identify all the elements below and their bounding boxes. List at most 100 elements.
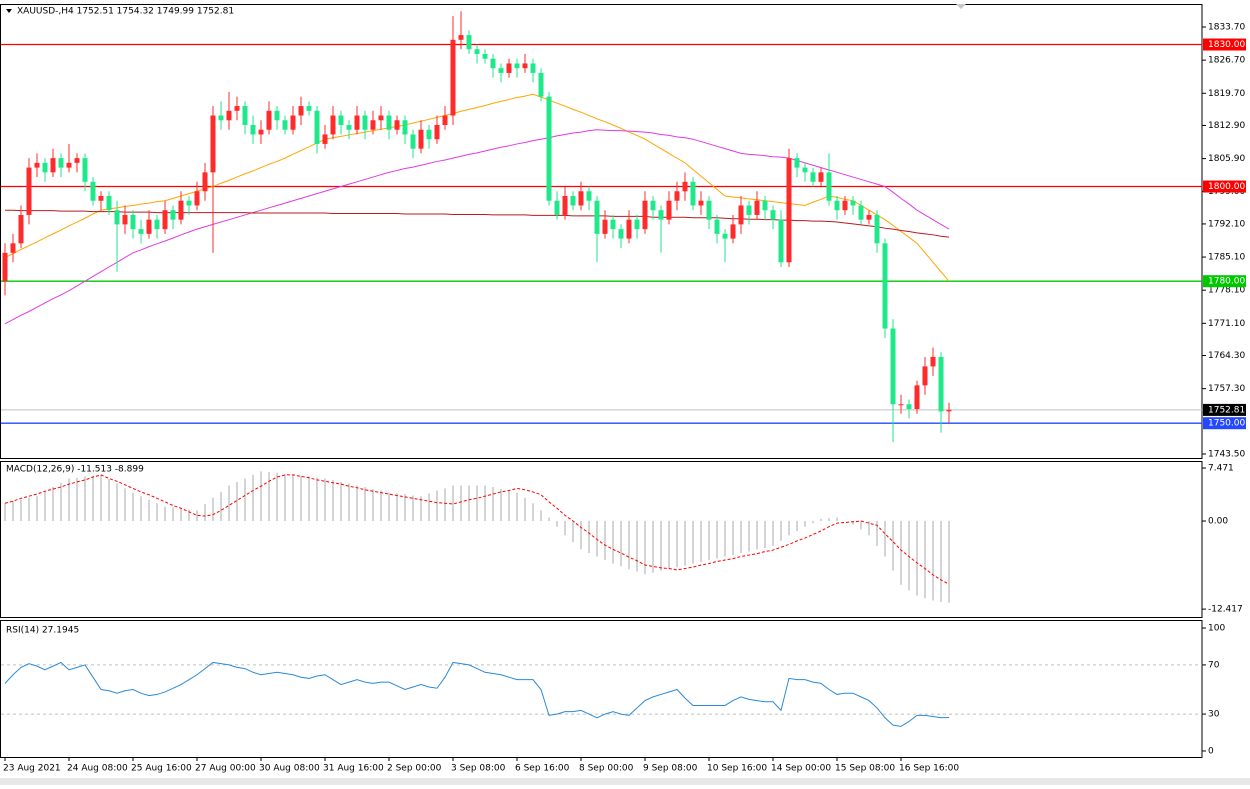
main-title: XAUUSD-,H4 1752.51 1754.32 1749.99 1752.…: [17, 7, 234, 17]
candle-body: [946, 409, 952, 412]
candle-body: [634, 219, 640, 230]
x-tick-label: 27 Aug 00:00: [195, 764, 256, 774]
x-tick-label: 31 Aug 16:00: [323, 764, 384, 774]
candle-body: [2, 252, 8, 282]
candle-body: [578, 191, 584, 206]
candle-body: [938, 356, 944, 412]
candle-body: [738, 205, 744, 225]
candle-body: [154, 219, 160, 230]
candle-body: [26, 167, 32, 215]
candle-body: [298, 106, 304, 116]
candle-body: [186, 200, 192, 206]
macd-panel: [0, 461, 1203, 618]
candle-body: [586, 191, 592, 201]
y-tick-label: 1778.10: [1208, 286, 1245, 296]
y-tick-label: 1812.90: [1208, 121, 1245, 131]
candle-body: [538, 72, 544, 97]
candle-body: [706, 200, 712, 220]
y-tick-label: 1771.10: [1208, 319, 1245, 329]
candle-body: [402, 120, 408, 135]
candle-body: [410, 134, 416, 149]
candle-body: [450, 39, 456, 116]
candle-body: [274, 110, 280, 121]
x-tick-label: 3 Sep 08:00: [451, 764, 506, 774]
y-tick-label: 1792.10: [1208, 219, 1245, 229]
candle-body: [570, 195, 576, 206]
y-tick-label: 1757.30: [1208, 384, 1245, 394]
candle-body: [146, 219, 152, 234]
candle-body: [290, 115, 296, 130]
chart-shift-marker: [956, 4, 966, 9]
y-tick-label: 1826.70: [1208, 56, 1245, 66]
candle-body: [922, 366, 928, 386]
candle-body: [10, 243, 16, 253]
moving-average: [5, 209, 950, 238]
candle-body: [890, 328, 896, 405]
y-tick-label: 1785.10: [1208, 253, 1245, 263]
candle-body: [322, 134, 328, 144]
candle-body: [658, 210, 664, 220]
candle-body: [34, 162, 40, 168]
candle-body: [42, 162, 48, 173]
candle-body: [362, 115, 368, 130]
rsi-line: [4, 661, 950, 727]
candle-body: [802, 167, 808, 173]
y-tick-label: 0: [1208, 746, 1214, 756]
candle-body: [82, 158, 88, 182]
y-tick-label: -12.417: [1208, 605, 1243, 615]
candle-body: [282, 120, 288, 130]
candle-body: [482, 53, 488, 59]
candle-body: [562, 195, 568, 215]
candle-body: [330, 115, 336, 135]
y-tick-label: 1819.70: [1208, 89, 1245, 99]
candle-body: [466, 35, 472, 50]
moving-average: [4, 129, 950, 325]
candle-body: [898, 404, 904, 406]
y-tick-label: 1833.70: [1208, 23, 1245, 33]
y-tick-label: 100: [1208, 624, 1225, 634]
candle-body: [306, 106, 312, 111]
candle-body: [554, 200, 560, 215]
x-tick-label: 23 Aug 2021: [3, 764, 61, 774]
candle-body: [178, 200, 184, 220]
candle-body: [490, 58, 496, 69]
y-tick-label: 0.00: [1208, 517, 1228, 527]
candle-body: [50, 158, 56, 173]
price-tag-label: 1780.00: [1208, 277, 1245, 287]
candle-body: [266, 110, 272, 130]
candle-body: [810, 172, 816, 182]
candle-body: [666, 200, 672, 220]
candle-body: [250, 124, 256, 135]
candle-body: [210, 115, 216, 173]
candle-body: [690, 181, 696, 206]
candle-body: [514, 63, 520, 69]
macd-title: MACD(12,26,9) -11.513 -8.899: [6, 465, 144, 475]
y-tick-label: 1805.90: [1208, 154, 1245, 164]
candle-body: [74, 158, 80, 163]
candle-body: [522, 63, 528, 69]
candle-body: [770, 210, 776, 220]
candle-body: [506, 63, 512, 73]
candle-body: [762, 200, 768, 211]
candle-body: [138, 229, 144, 234]
candle-body: [682, 181, 688, 192]
candle-body: [754, 200, 760, 215]
y-tick-label: 30: [1208, 710, 1220, 720]
symbol-menu-arrow: [6, 9, 12, 13]
candle-body: [642, 200, 648, 230]
macd-signal: [4, 474, 950, 585]
candle-body: [394, 120, 400, 130]
candle-body: [106, 195, 112, 211]
candle-body: [66, 162, 72, 168]
candle-body: [458, 35, 464, 40]
x-tick-label: 6 Sep 16:00: [515, 764, 570, 774]
candle-body: [746, 205, 752, 215]
price-tag-label: 1800.00: [1208, 182, 1245, 192]
candle-body: [98, 195, 104, 201]
price-tag: [1203, 38, 1246, 51]
candle-body: [58, 158, 64, 168]
price-tag: [1203, 417, 1246, 430]
candle-body: [194, 191, 200, 206]
price-tag-label: 1750.00: [1208, 419, 1245, 429]
